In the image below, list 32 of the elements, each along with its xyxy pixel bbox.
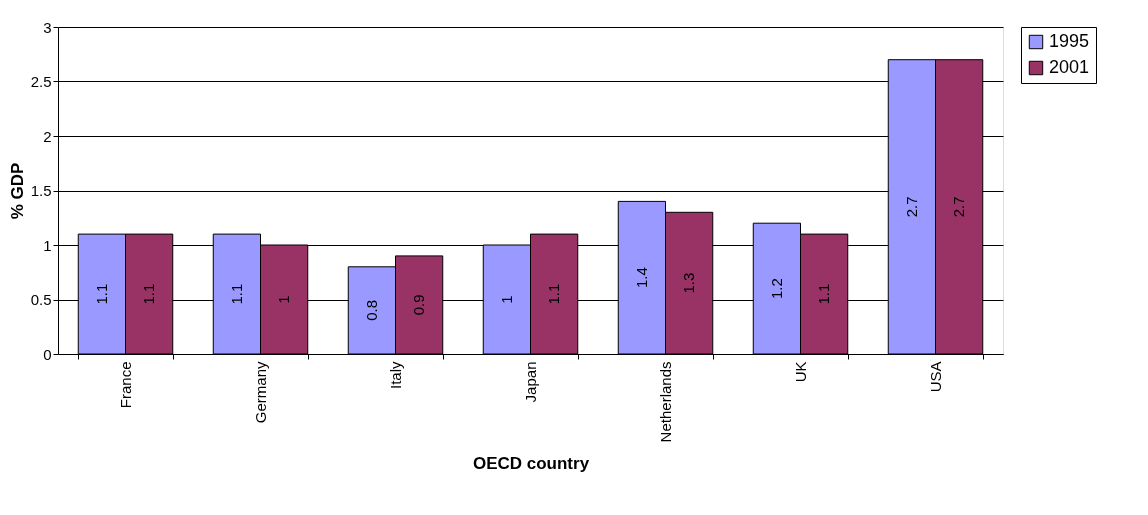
y-tick-label: 0.5 (30, 291, 52, 308)
y-tick-label: 2.5 (30, 73, 52, 90)
data-label: 1.1 (545, 283, 563, 305)
y-axis-title: % GDP (7, 162, 27, 220)
y-tick-label: 1.5 (30, 182, 52, 199)
data-label: 1.2 (767, 278, 785, 300)
data-label: 1.1 (227, 283, 245, 305)
data-label: 0.9 (410, 294, 428, 316)
y-tick-label: 3 (43, 18, 52, 36)
x-axis-title: OECD country (472, 454, 590, 474)
data-label: 1.3 (680, 272, 698, 294)
legend-label: 2001 (1049, 57, 1090, 77)
y-tick-label: 2 (43, 127, 52, 145)
legend-label: 1995 (1049, 31, 1090, 51)
data-label: 1.1 (140, 283, 158, 305)
y-tick-label: 1 (43, 236, 52, 254)
data-label: 0.8 (362, 299, 380, 321)
y-tick-label: 0 (43, 345, 52, 363)
data-label: 1.1 (815, 283, 833, 305)
data-label: 1.1 (92, 283, 110, 305)
data-label: 1.4 (632, 267, 650, 289)
x-tick-label: Japan (522, 361, 539, 403)
data-label: 1 (275, 295, 293, 304)
x-tick-label: Germany (252, 361, 269, 424)
x-tick-label: Netherlands (657, 361, 674, 443)
data-label: 2.7 (902, 196, 920, 218)
data-label: 2.7 (950, 196, 968, 218)
x-tick-label: Italy (387, 361, 404, 390)
x-tick-label: USA (927, 361, 944, 393)
data-label: 1 (497, 295, 515, 304)
x-tick-label: UK (792, 361, 809, 383)
x-tick-label: France (117, 361, 134, 409)
